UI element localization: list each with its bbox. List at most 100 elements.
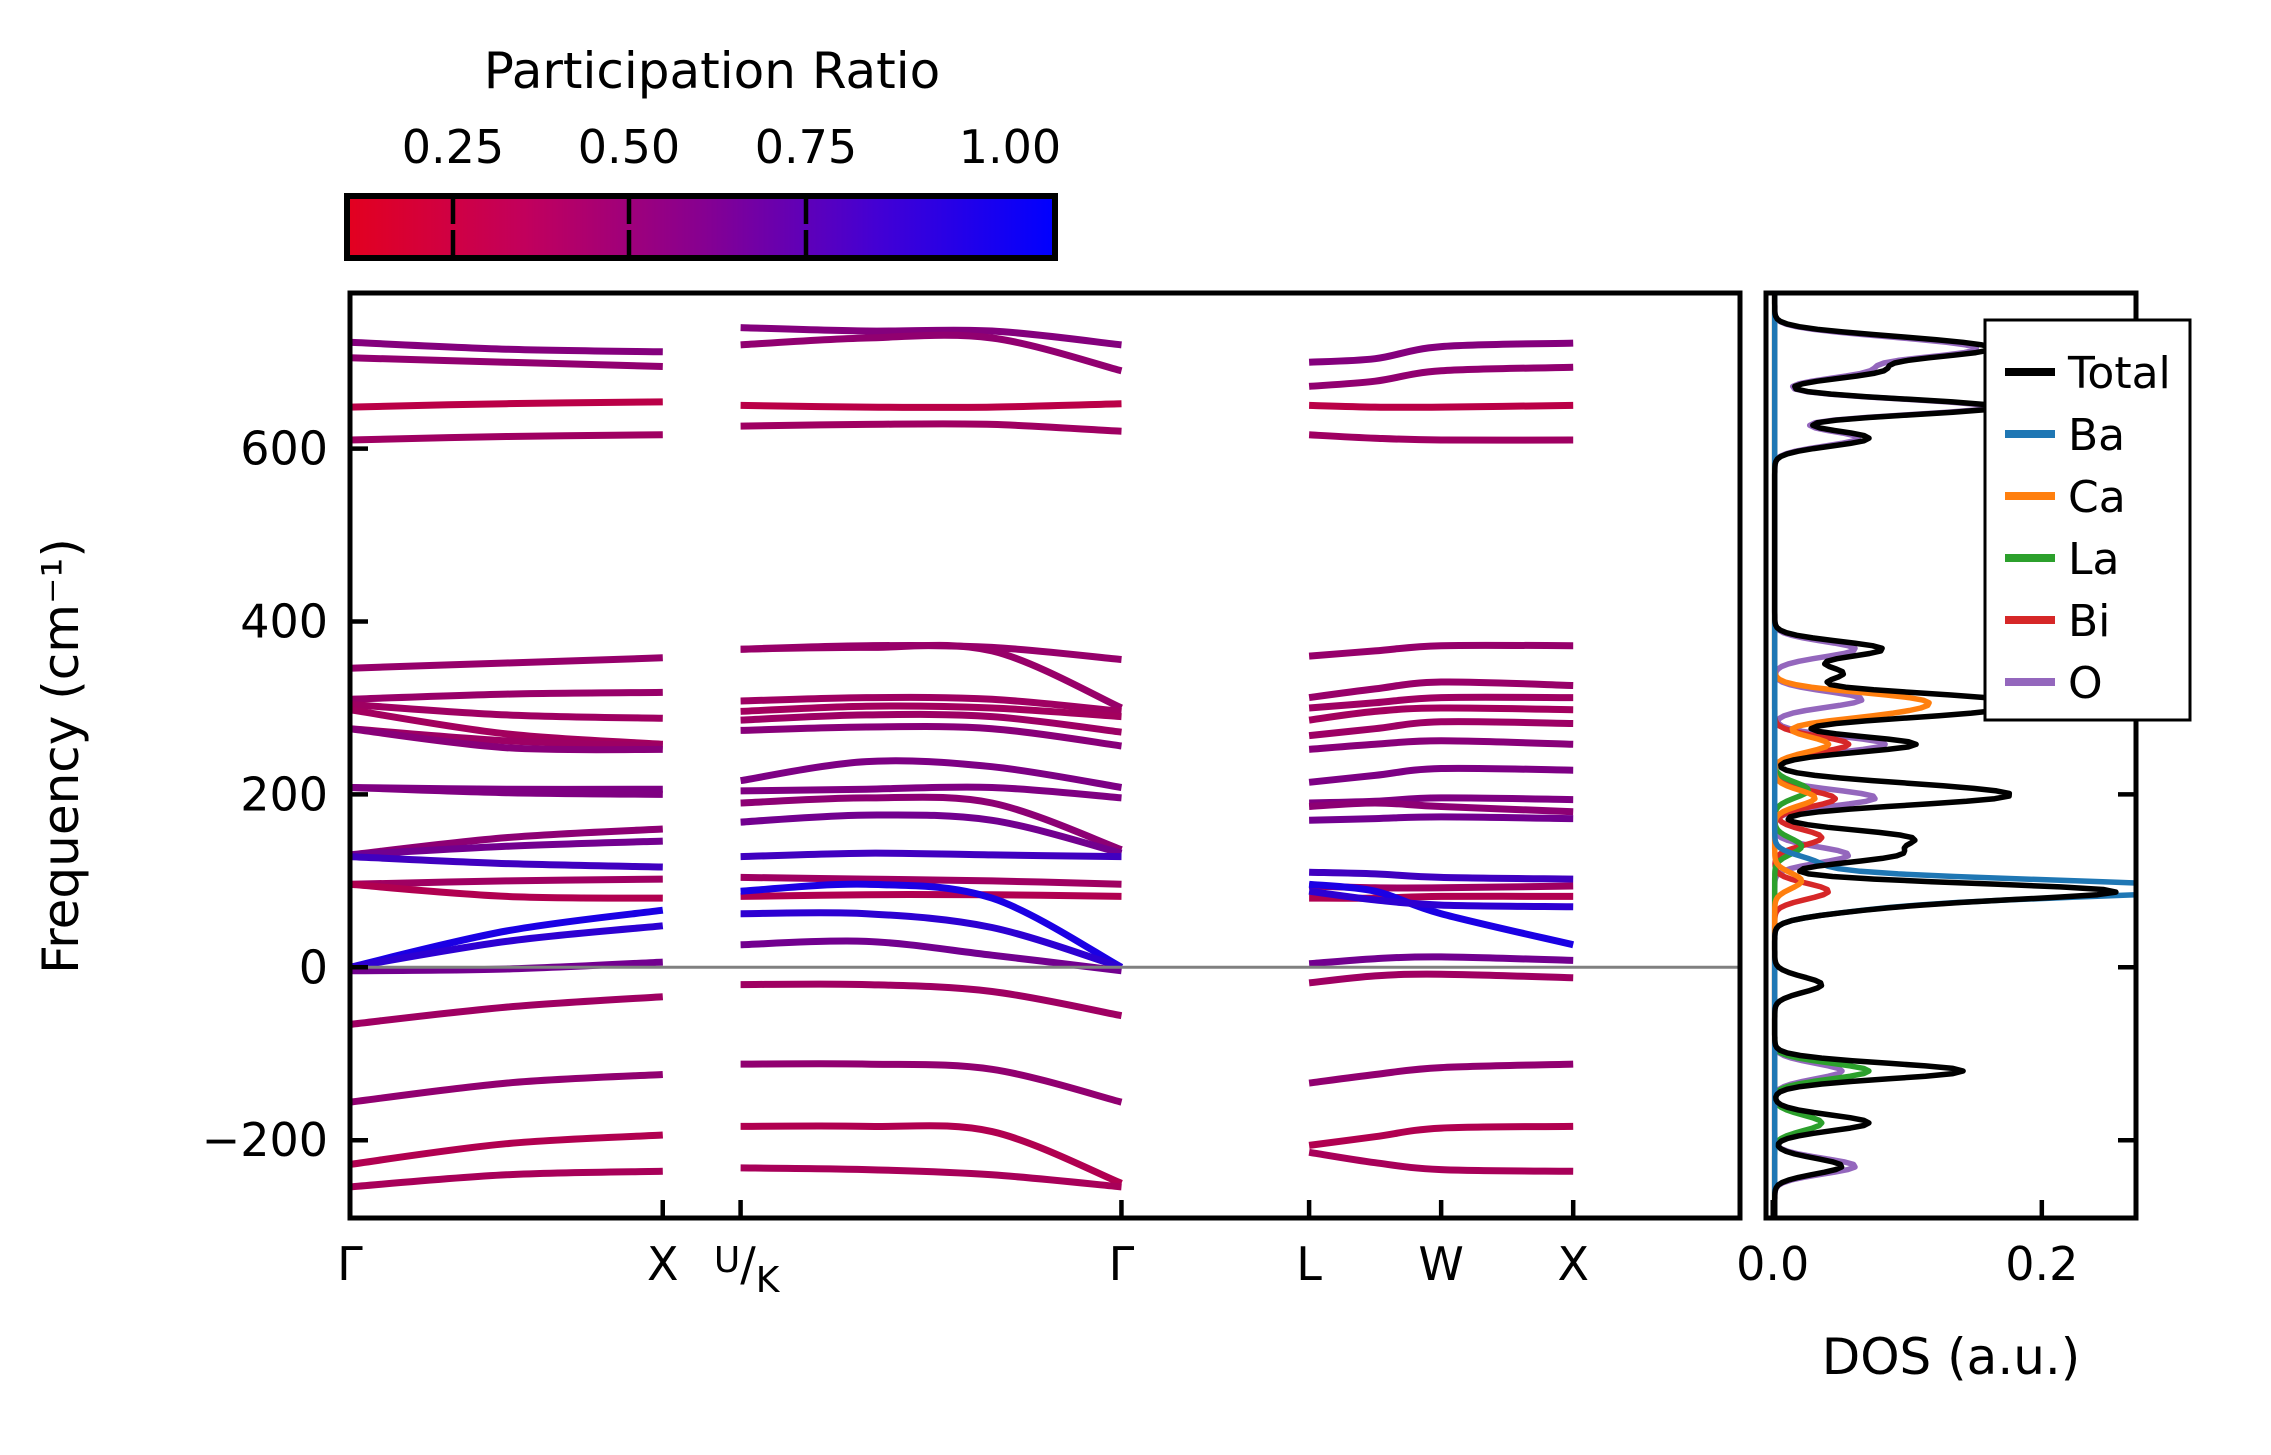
band-curve [740, 400, 1122, 411]
dos-curve-total [1771, 293, 2119, 1218]
legend-label-ca[interactable]: Ca [2068, 472, 2126, 523]
band-curve [740, 890, 1122, 900]
band-x-ticklabel: L [1296, 1237, 1322, 1291]
band-curve [1308, 953, 1574, 968]
colorbar-title: Participation Ratio [484, 42, 940, 100]
band-curve [1308, 431, 1574, 444]
dos-panel: 0.0 0.2 DOS (a.u.) Total Ba Ca La Bi O [1736, 290, 2192, 1386]
dos-legend[interactable]: Total Ba Ca La Bi O [1983, 318, 2192, 722]
band-curve [740, 873, 1122, 888]
band-x-ticklabel: Γ [1109, 1237, 1135, 1291]
colorbar-ticklabel-2: 0.75 [755, 120, 857, 174]
band-panel: 600 400 200 0 −200 Γ X U/K Γ L W X Frequency (cm⁻¹… [32, 290, 1743, 1301]
colorbar-ticklabel-0: 0.25 [402, 120, 504, 174]
band-y-ticklabel: 200 [240, 767, 328, 821]
band-curve [350, 875, 663, 888]
band-curve [740, 710, 1122, 736]
band-curve [740, 1122, 1123, 1187]
band-curve [350, 993, 664, 1028]
band-curve [740, 1060, 1123, 1106]
band-curve [740, 420, 1122, 435]
band-curve [740, 693, 1122, 715]
band-curve [1308, 693, 1574, 712]
colorbar-ticklabel-1: 0.50 [578, 120, 680, 174]
band-y-ticklabel: 600 [240, 422, 328, 476]
legend-label-o[interactable]: O [2068, 658, 2103, 709]
band-curve [740, 331, 1123, 375]
band-x-ticklabel: Γ [337, 1237, 363, 1291]
band-curve [1308, 339, 1574, 366]
band-curve [1309, 868, 1574, 883]
band-x-ticklabel: U/K [714, 1237, 781, 1301]
colorbar: 0.25 0.50 0.75 1.00 [344, 120, 1061, 261]
band-y-ticklabel: 400 [240, 595, 328, 649]
dos-x-axis-label: DOS (a.u.) [1822, 1328, 2081, 1386]
band-lines-group [350, 324, 1575, 1191]
band-curve [1308, 641, 1574, 660]
band-curve [1309, 401, 1574, 411]
band-curve [350, 654, 663, 672]
band-curve [350, 1131, 664, 1168]
legend-label-bi[interactable]: Bi [2068, 596, 2110, 647]
band-curve [1308, 1148, 1574, 1175]
colorbar-gradient [344, 193, 1058, 261]
band-curve [350, 701, 663, 722]
band-curve [740, 937, 1122, 975]
band-curve [350, 784, 663, 798]
band-curve [1308, 737, 1574, 753]
band-curve [350, 1071, 663, 1106]
dos-panel-frame [1763, 290, 2139, 1221]
band-curve [1308, 704, 1574, 724]
band-curve [350, 725, 663, 754]
legend-label-la[interactable]: La [2068, 534, 2119, 585]
legend-box [1983, 318, 2192, 722]
band-curve [740, 324, 1122, 349]
band-curve [350, 1167, 663, 1191]
band-curve [1308, 1060, 1574, 1087]
band-curve [1308, 887, 1574, 911]
band-x-ticks: Γ X U/K Γ L W X [337, 1200, 1589, 1301]
dos-x-ticks: 0.0 0.2 [1736, 1200, 2078, 1291]
legend-label-total[interactable]: Total [2067, 348, 2171, 399]
band-curve [1308, 799, 1574, 816]
band-curve [1308, 764, 1574, 786]
band-curve [350, 880, 663, 902]
band-curve [740, 980, 1123, 1020]
band-curve [1309, 813, 1574, 824]
band-curve [1308, 970, 1574, 987]
band-curve [1308, 363, 1574, 390]
band-curve [740, 849, 1122, 861]
band-curve [740, 783, 1122, 802]
band-curve [350, 688, 663, 703]
band-curve [740, 702, 1122, 721]
y-axis-label: Frequency (cm⁻¹) [32, 538, 90, 974]
band-curve [740, 723, 1122, 750]
band-curve [740, 1164, 1122, 1191]
band-curve [350, 922, 664, 971]
band-curve [740, 641, 1123, 712]
dos-lines-group [1771, 293, 2136, 1218]
dos-curve-ba [1771, 293, 2136, 1218]
band-curve [1308, 718, 1574, 740]
legend-items[interactable]: Total Ba Ca La Bi O [2005, 348, 2171, 709]
dos-x-ticklabel: 0.0 [1736, 1237, 1809, 1291]
band-y-ticklabel: 0 [299, 940, 328, 994]
band-curve [350, 837, 663, 859]
band-x-ticklabel: W [1418, 1237, 1463, 1291]
band-x-ticklabel: X [1557, 1237, 1589, 1291]
band-curve [1308, 1122, 1574, 1149]
dos-x-ticklabel: 0.2 [2005, 1237, 2078, 1291]
colorbar-ticklabel-3: 1.00 [959, 120, 1061, 174]
band-curve [740, 909, 1123, 971]
band-curve [1308, 678, 1574, 702]
band-curve [350, 354, 663, 370]
band-curve [740, 793, 1123, 853]
legend-label-ba[interactable]: Ba [2068, 410, 2125, 461]
band-curve [350, 338, 663, 356]
band-curve [350, 398, 663, 411]
band-y-ticklabel: −200 [202, 1113, 328, 1167]
band-curve [350, 958, 663, 975]
band-curve [740, 757, 1123, 791]
